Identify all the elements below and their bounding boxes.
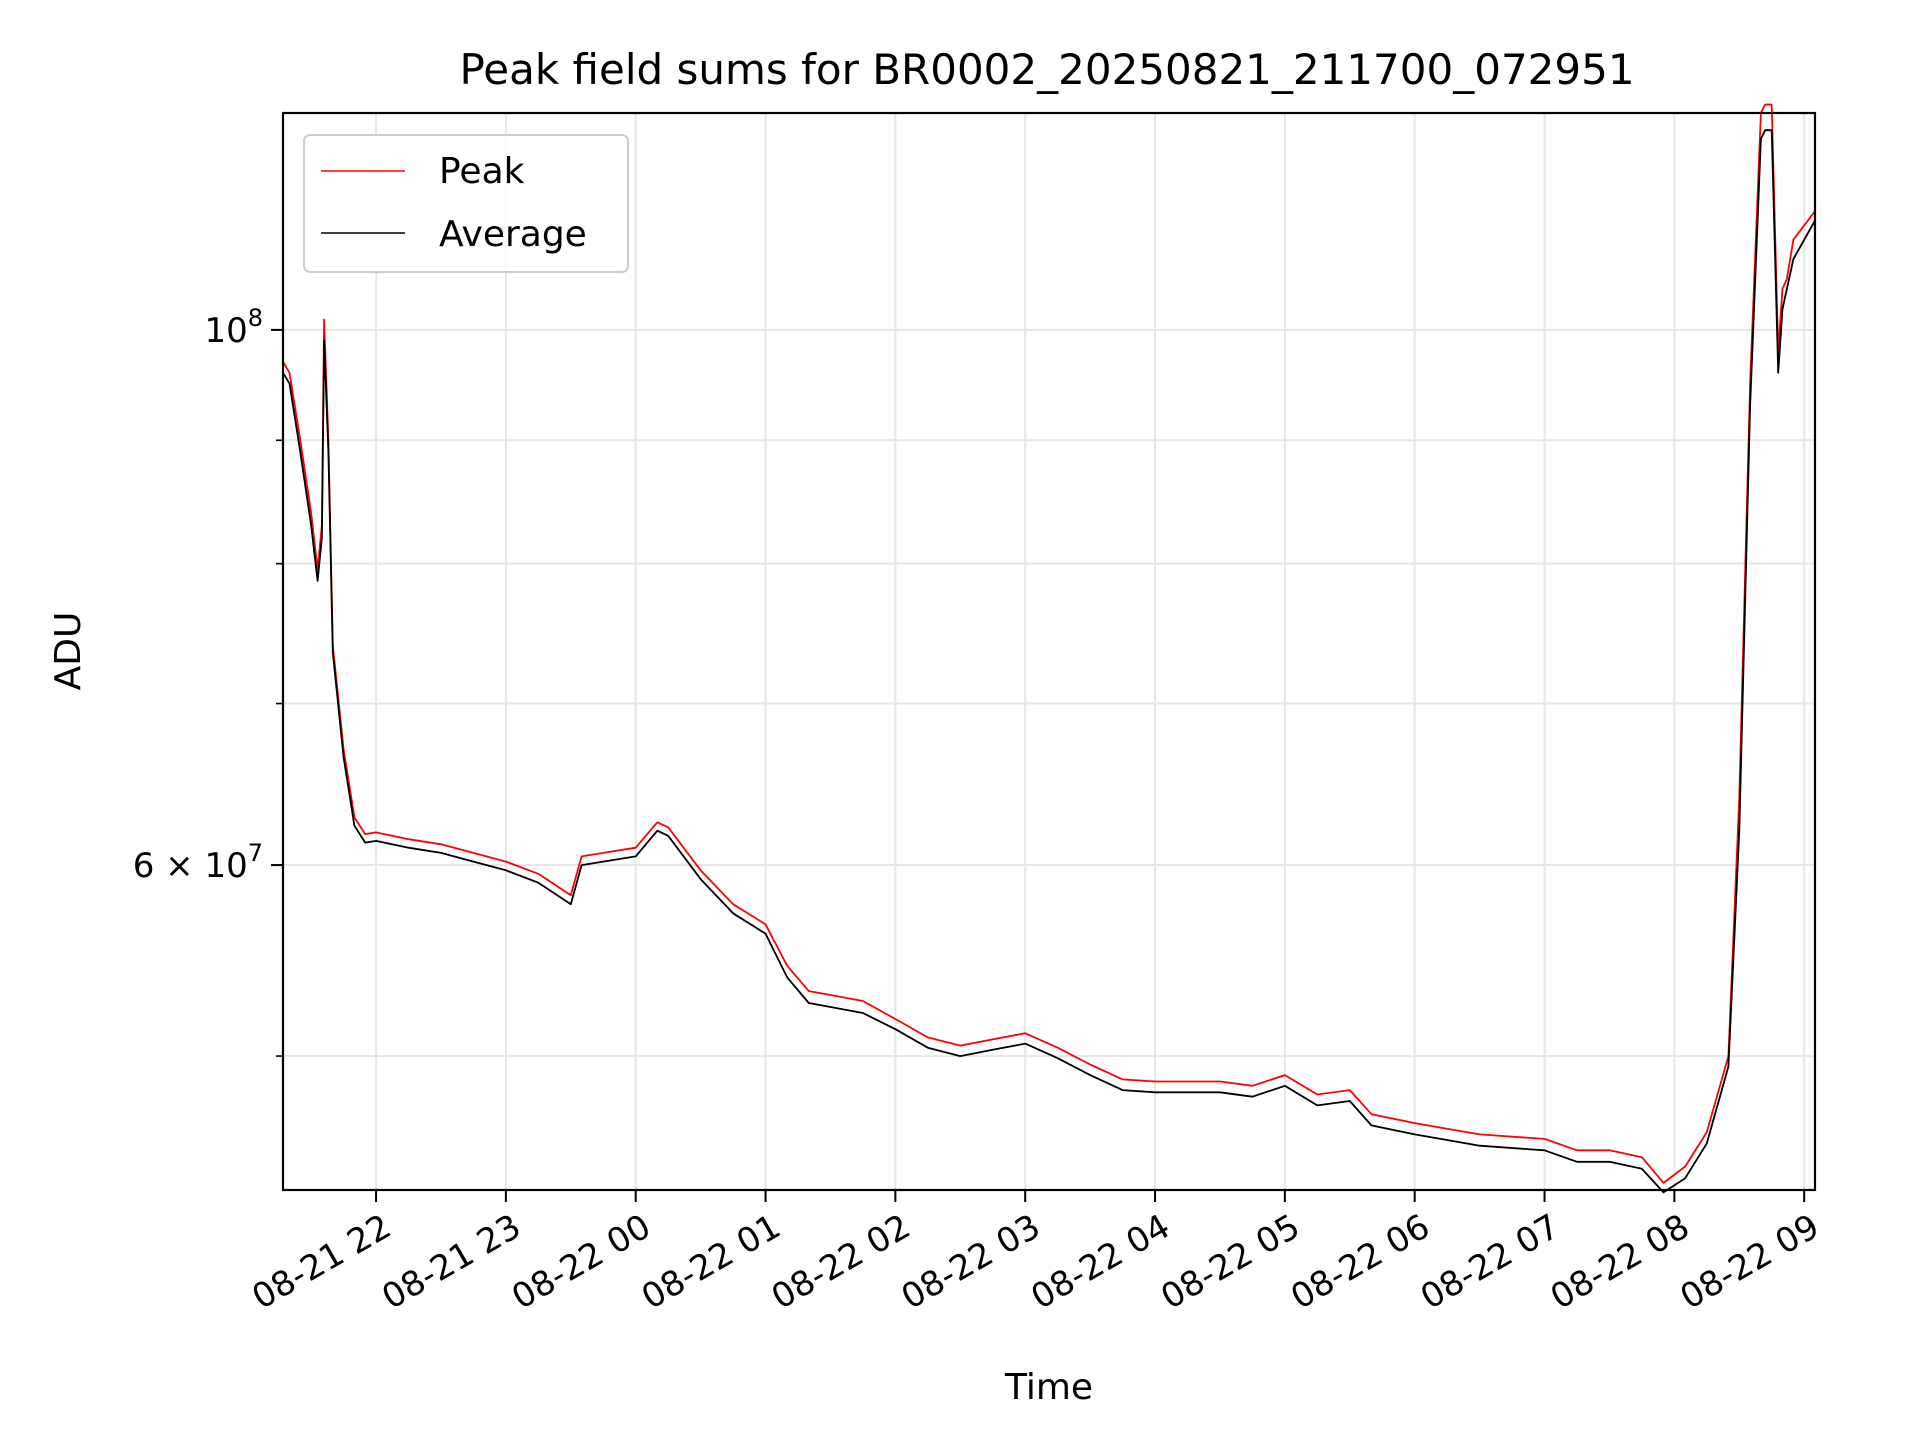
legend-label-peak: Peak <box>439 151 525 192</box>
legend-label-average: Average <box>439 214 587 255</box>
legend-box <box>303 134 629 273</box>
x-axis-label: Time <box>1004 1367 1093 1408</box>
series-line-peak <box>282 103 1816 1184</box>
series-layer <box>282 103 1816 1194</box>
y-tick-label: 6 × 107 <box>133 839 263 886</box>
legend: Peak Average <box>303 134 629 273</box>
y-axis-label: ADU <box>48 612 89 691</box>
grid-lines <box>283 113 1815 1190</box>
chart-title: Peak field sums for BR0002_20250821_2117… <box>459 45 1634 94</box>
y-axis-ticks: 6 × 107 108 <box>133 304 283 1057</box>
y-tick-label: 108 <box>204 304 263 351</box>
series-line-average <box>282 129 1816 1194</box>
plot-frame <box>281 111 1817 1192</box>
